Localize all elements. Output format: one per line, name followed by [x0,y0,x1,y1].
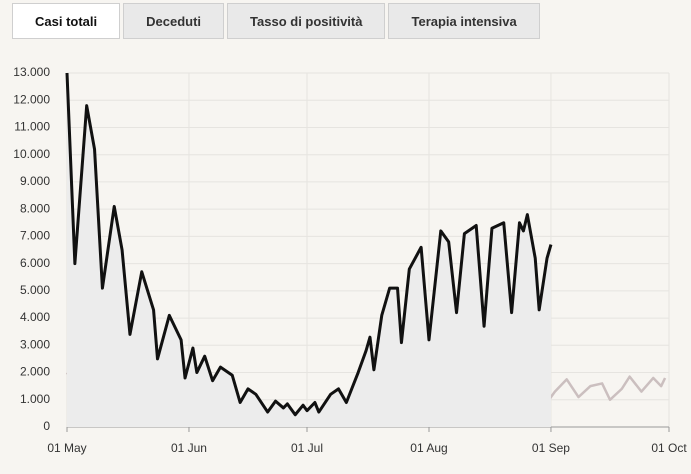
y-tick-label: 2.000 [20,365,50,379]
y-tick-label: 11.000 [14,120,50,134]
x-tick-label: 01 Jun [171,441,207,455]
y-tick-label: 6.000 [20,256,50,270]
y-tick-label: 3.000 [20,337,50,351]
y-tick-label: 8.000 [20,201,50,215]
y-tick-label: 1.000 [20,392,50,406]
tab[interactable]: Casi totali [12,3,121,39]
y-tick-label: 4.000 [20,310,50,324]
y-tick-label: 0 [43,419,50,433]
x-tick-label: 01 Aug [410,441,447,455]
tab[interactable]: Deceduti [123,3,225,39]
x-tick-label: 01 Sep [532,441,570,455]
tab-bar: Casi totali Deceduti Tasso di positività Te… [12,3,540,39]
tab[interactable]: Tasso di positività [227,3,386,39]
y-tick-label: 7.000 [20,229,50,243]
y-tick-label: 13.000 [13,65,50,79]
x-tick-label: 01 May [47,441,86,455]
y-tick-label: 10.000 [13,147,50,161]
y-tick-label: 12.000 [13,92,50,106]
y-tick-label: 5.000 [20,283,50,297]
y-tick-label: 9.000 [20,174,50,188]
line [65,72,553,417]
x-tick-label: 01 Jul [291,441,323,455]
tab[interactable]: Terapia intensiva [388,3,540,39]
x-tick-label: 01 Oct [651,441,687,455]
